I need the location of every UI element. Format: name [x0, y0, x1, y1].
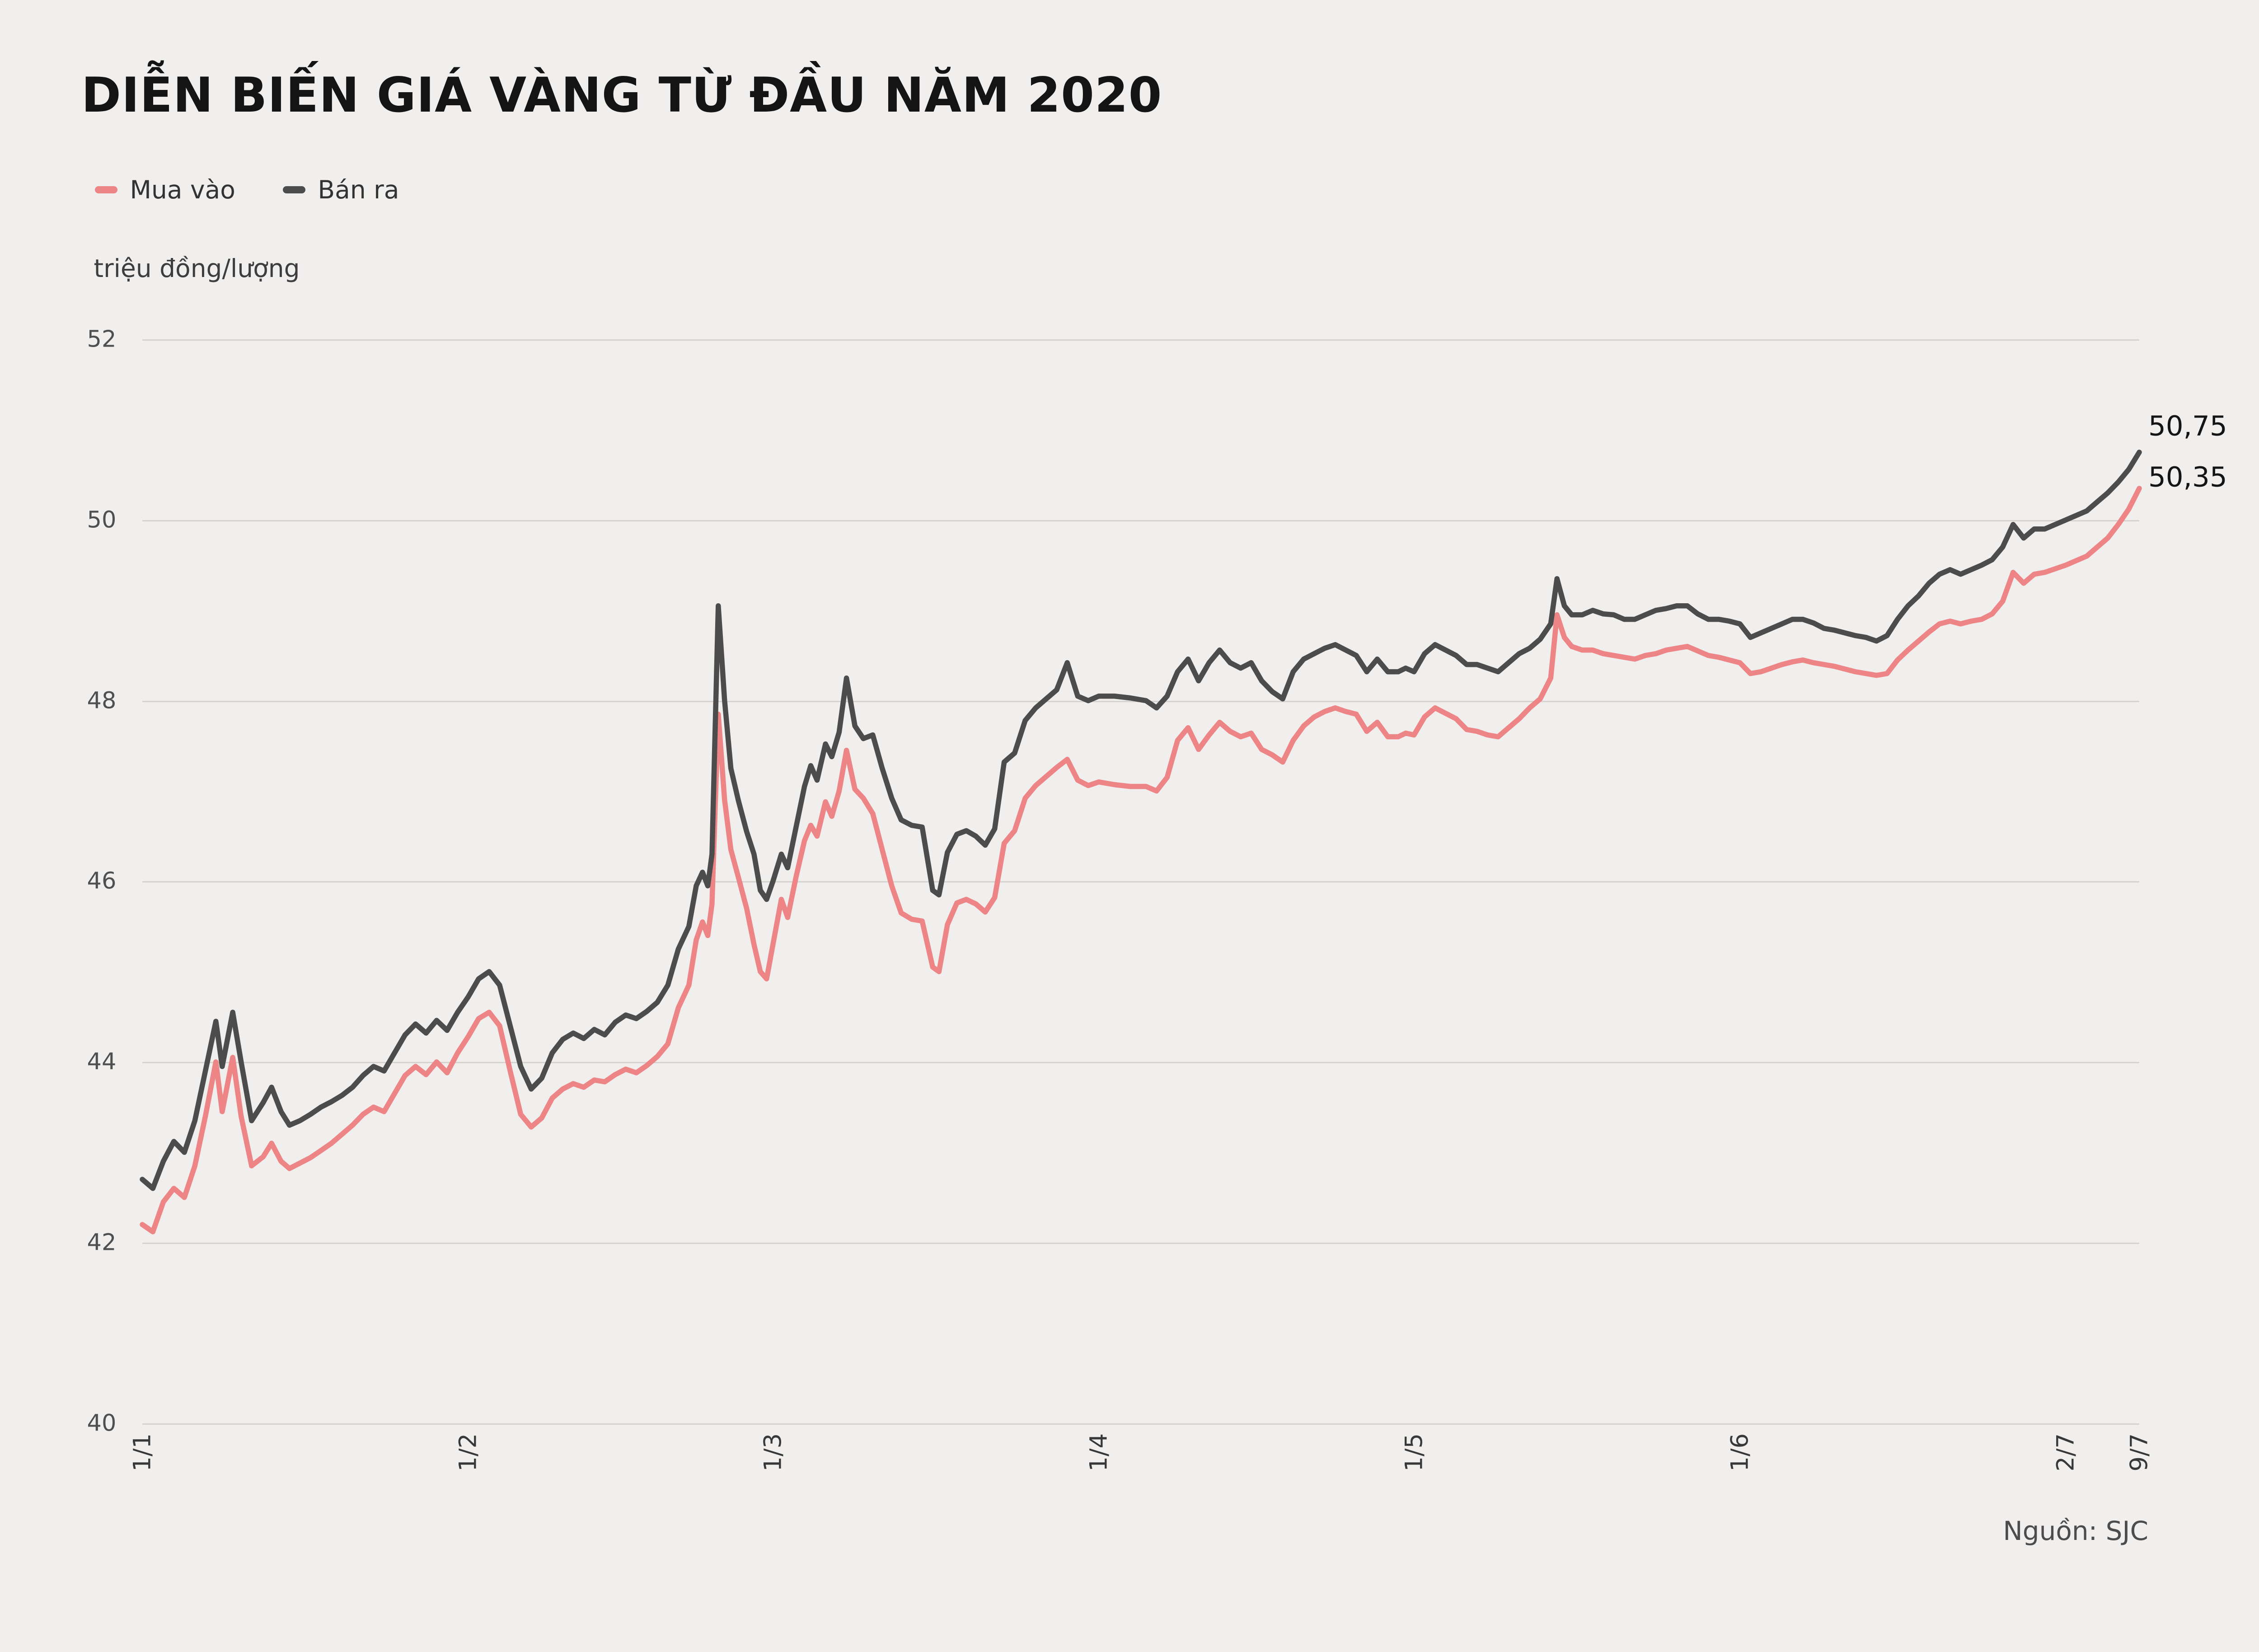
gridline-52	[142, 339, 2139, 341]
series-line-ban-ra	[140, 450, 2142, 1191]
legend-label-mua-vao: Mua vào	[130, 175, 235, 204]
x-tick-label-2-7: 2/7	[2052, 1433, 2080, 1472]
source-label: Nguồn: SJC	[2003, 1516, 2148, 1547]
chart-title: DIỄN BIẾN GIÁ VÀNG TỪ ĐẦU NĂM 2020	[81, 67, 1162, 123]
x-tick-label-1-6: 1/6	[1726, 1433, 1754, 1472]
gold-price-chart-page: DIỄN BIẾN GIÁ VÀNG TỪ ĐẦU NĂM 2020 Mua v…	[81, 67, 2227, 1547]
ban-ra-last-value-label: 50,75	[2148, 410, 2227, 442]
y-tick-label-40: 40	[87, 1410, 117, 1437]
gridline-50	[142, 520, 2139, 521]
legend-item-mua-vao[interactable]: Mua vào	[95, 175, 235, 204]
x-tick-label-1-2: 1/2	[454, 1433, 482, 1472]
mua-vao-line-swatch-icon	[95, 186, 117, 193]
plot-area: 40 42 44 46 48 50 52 1/1 1/2 1/3 1/4 1/5 1/6 2/7 9/7 …	[87, 326, 2227, 1471]
series-line-mua-vao	[140, 486, 2142, 1234]
gridline-44	[142, 1062, 2139, 1064]
legend: Mua vào Bán ra	[95, 175, 399, 204]
x-tick-label-1-4: 1/4	[1085, 1433, 1113, 1472]
y-tick-label-46: 46	[87, 868, 117, 895]
y-tick-label-44: 44	[87, 1048, 117, 1075]
x-tick-label-1-3: 1/3	[759, 1433, 787, 1472]
y-axis-unit-label: triệu đồng/lượng	[94, 254, 300, 283]
mua-vao-last-value-label: 50,35	[2148, 461, 2227, 493]
legend-label-ban-ra: Bán ra	[318, 175, 399, 204]
gridline-46	[142, 881, 2139, 883]
y-axis-labels: 40 42 44 46 48 50 52	[87, 326, 2139, 1436]
y-tick-label-48: 48	[87, 687, 117, 714]
line-chart-canvas	[140, 450, 2142, 1234]
y-tick-label-50: 50	[87, 507, 117, 534]
y-tick-label-52: 52	[87, 326, 117, 353]
x-tick-label-1-5: 1/5	[1400, 1433, 1428, 1472]
gridline-42	[142, 1242, 2139, 1244]
y-tick-label-42: 42	[87, 1229, 117, 1256]
ban-ra-line-swatch-icon	[282, 186, 305, 193]
x-tick-label-1-1: 1/1	[128, 1433, 156, 1472]
x-tick-label-9-7: 9/7	[2125, 1433, 2153, 1472]
legend-item-ban-ra[interactable]: Bán ra	[282, 175, 399, 204]
gridline-40	[142, 1423, 2139, 1425]
